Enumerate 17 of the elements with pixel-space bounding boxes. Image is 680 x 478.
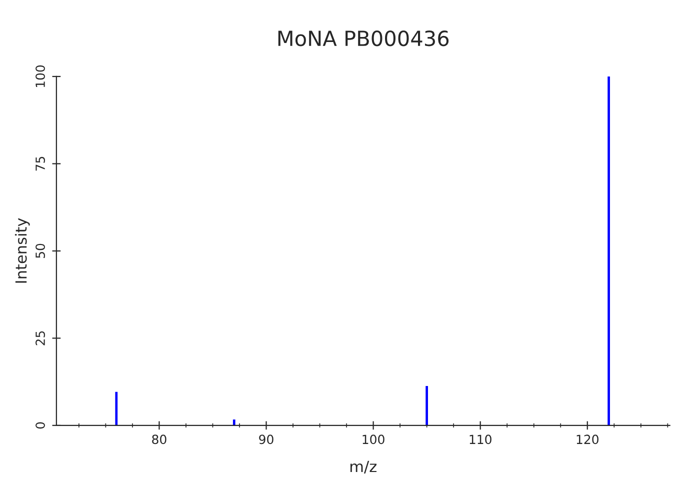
x-tick-label: 80	[152, 434, 166, 444]
y-tick-label: 0	[36, 422, 45, 429]
bar	[115, 392, 118, 426]
x-axis-title: m/z	[350, 460, 376, 474]
y-tick-label: 25	[36, 331, 45, 346]
bar	[608, 76, 610, 426]
x-tick-label: 90	[259, 434, 274, 444]
y-tick-label: 75	[36, 156, 45, 171]
bar	[232, 419, 236, 426]
x-tick-label: 110	[470, 434, 492, 444]
y-tick-label: 50	[36, 244, 45, 258]
y-axis-title: Intensity	[14, 218, 30, 283]
chart-title: MoNA PB000436	[278, 30, 449, 46]
bar	[426, 386, 428, 426]
x-tick-label: 100	[362, 434, 384, 444]
x-tick-label: 120	[576, 434, 598, 444]
y-tick-label: 100	[36, 65, 45, 88]
